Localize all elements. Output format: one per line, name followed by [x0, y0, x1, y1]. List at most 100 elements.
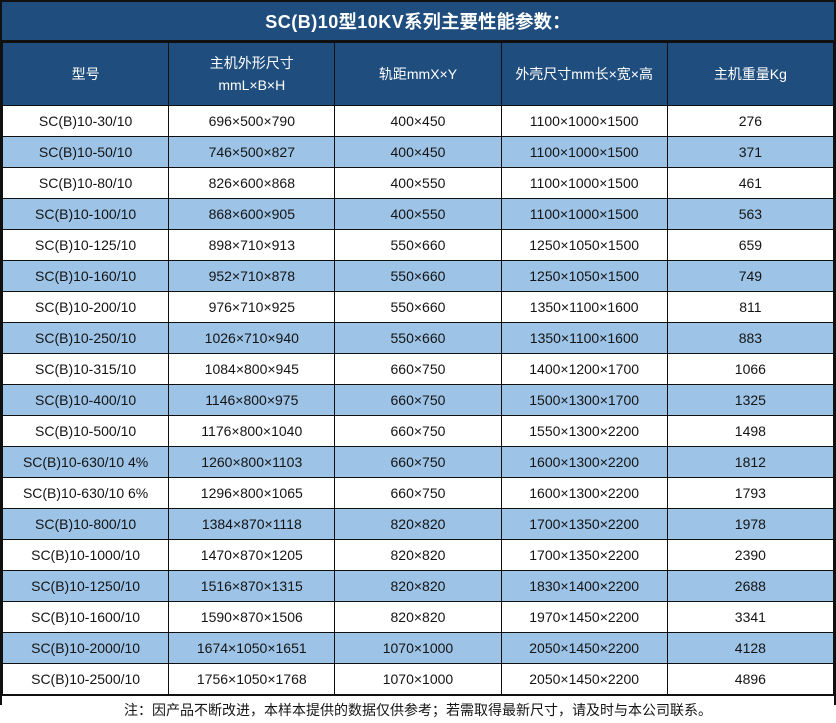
table-cell: 1700×1350×2200: [500, 508, 668, 540]
table-cell: 461: [666, 167, 835, 199]
table-cell: 1384×870×1118: [168, 508, 336, 540]
column-header: 外壳尺寸mm长×宽×高: [500, 42, 668, 106]
table-cell: 952×710×878: [168, 260, 336, 292]
table-cell: 1100×1000×1500: [500, 167, 668, 199]
table-cell: SC(B)10-160/10: [1, 260, 170, 292]
table-cell: SC(B)10-100/10: [1, 198, 170, 230]
table-cell: 1400×1200×1700: [500, 353, 668, 385]
table-cell: 1070×1000: [334, 632, 502, 664]
table-header: 型号 主机外形尺寸 mmL×B×H 轨距mmX×Y 外壳尺寸mm长×宽×高 主机重量Kg: [1, 42, 835, 106]
table-cell: 4128: [666, 632, 835, 664]
table-cell: SC(B)10-125/10: [1, 229, 170, 261]
table-row: SC(B)10-2000/10 1674×1050×1651 1070×1000 20…: [1, 632, 835, 664]
table-cell: SC(B)10-250/10: [1, 322, 170, 354]
table-row: SC(B)10-315/10 1084×800×945 660×750 1400×12…: [1, 353, 835, 385]
table-cell: 826×600×868: [168, 167, 336, 199]
table-cell: 400×450: [334, 105, 502, 137]
column-header: 型号: [1, 42, 170, 106]
table-cell: 1674×1050×1651: [168, 632, 336, 664]
table-cell: 550×660: [334, 291, 502, 323]
table-cell: SC(B)10-2000/10: [1, 632, 170, 664]
table-cell: 1756×1050×1768: [168, 663, 336, 695]
table-cell: 883: [666, 322, 835, 354]
table-cell: 749: [666, 260, 835, 292]
table-cell: 1250×1050×1500: [500, 260, 668, 292]
table-cell: 820×820: [334, 570, 502, 602]
table-cell: 660×750: [334, 446, 502, 478]
table-cell: 1026×710×940: [168, 322, 336, 354]
table-row: SC(B)10-630/10 4% 1260×800×1103 660×750 160…: [1, 446, 835, 478]
table-cell: 1084×800×945: [168, 353, 336, 385]
table-row: SC(B)10-100/10 868×600×905 400×550 1100×100…: [1, 198, 835, 230]
table-cell: 1176×800×1040: [168, 415, 336, 447]
table-cell: 1500×1300×1700: [500, 384, 668, 416]
table-cell: 550×660: [334, 229, 502, 261]
table-row: SC(B)10-50/10 746×500×827 400×450 1100×1000…: [1, 136, 835, 168]
table-cell: 550×660: [334, 260, 502, 292]
table-cell: 1590×870×1506: [168, 601, 336, 633]
table-cell: 1550×1300×2200: [500, 415, 668, 447]
table-cell: 1600×1300×2200: [500, 446, 668, 478]
table-cell: 1100×1000×1500: [500, 198, 668, 230]
table-row: SC(B)10-1600/10 1590×870×1506 820×820 1970×…: [1, 601, 835, 633]
table-cell: 660×750: [334, 477, 502, 509]
table-cell: SC(B)10-500/10: [1, 415, 170, 447]
table-cell: 660×750: [334, 415, 502, 447]
table-cell: 1498: [666, 415, 835, 447]
table-cell: 868×600×905: [168, 198, 336, 230]
table-body: SC(B)10-30/10 696×500×790 400×450 1100×1000…: [1, 105, 835, 695]
table-row: SC(B)10-630/10 6% 1296×800×1065 660×750 160…: [1, 477, 835, 509]
table-cell: 1970×1450×2200: [500, 601, 668, 633]
spec-table: 型号 主机外形尺寸 mmL×B×H 轨距mmX×Y 外壳尺寸mm长×宽×高 主机重量Kg…: [1, 42, 835, 695]
table-cell: 400×550: [334, 198, 502, 230]
table-cell: 820×820: [334, 508, 502, 540]
table-cell: 1100×1000×1500: [500, 136, 668, 168]
column-header: 轨距mmX×Y: [334, 42, 502, 106]
table-header-row: 型号 主机外形尺寸 mmL×B×H 轨距mmX×Y 外壳尺寸mm长×宽×高 主机重量Kg: [1, 42, 835, 106]
table-cell: 1146×800×975: [168, 384, 336, 416]
table-row: SC(B)10-400/10 1146×800×975 660×750 1500×13…: [1, 384, 835, 416]
table-cell: 659: [666, 229, 835, 261]
table-row: SC(B)10-250/10 1026×710×940 550×660 1350×11…: [1, 322, 835, 354]
table-cell: SC(B)10-630/10 4%: [1, 446, 170, 478]
table-row: SC(B)10-30/10 696×500×790 400×450 1100×1000…: [1, 105, 835, 137]
table-cell: 1070×1000: [334, 663, 502, 695]
table-cell: SC(B)10-315/10: [1, 353, 170, 385]
table-cell: SC(B)10-1250/10: [1, 570, 170, 602]
table-cell: 820×820: [334, 601, 502, 633]
table-cell: 1296×800×1065: [168, 477, 336, 509]
column-header: 主机外形尺寸 mmL×B×H: [168, 42, 336, 106]
column-header: 主机重量Kg: [666, 42, 835, 106]
table-cell: 1812: [666, 446, 835, 478]
table-cell: 1516×870×1315: [168, 570, 336, 602]
table-row: SC(B)10-1250/10 1516×870×1315 820×820 1830×…: [1, 570, 835, 602]
table-cell: SC(B)10-800/10: [1, 508, 170, 540]
table-cell: SC(B)10-80/10: [1, 167, 170, 199]
table-cell: 660×750: [334, 353, 502, 385]
footer-note: 注：因产品不断改进，本样本提供的数据仅供参考；若需取得最新尺寸，请及时与本公司联…: [2, 695, 834, 723]
table-cell: 820×820: [334, 539, 502, 571]
table-cell: 1066: [666, 353, 835, 385]
table-row: SC(B)10-800/10 1384×870×1118 820×820 1700×1…: [1, 508, 835, 540]
table-row: SC(B)10-1000/10 1470×870×1205 820×820 1700×…: [1, 539, 835, 571]
table-cell: 2688: [666, 570, 835, 602]
table-cell: 1700×1350×2200: [500, 539, 668, 571]
table-cell: 660×750: [334, 384, 502, 416]
table-cell: 550×660: [334, 322, 502, 354]
table-cell: SC(B)10-630/10 6%: [1, 477, 170, 509]
table-cell: 563: [666, 198, 835, 230]
table-row: SC(B)10-500/10 1176×800×1040 660×750 1550×1…: [1, 415, 835, 447]
table-row: SC(B)10-200/10 976×710×925 550×660 1350×110…: [1, 291, 835, 323]
table-cell: 2050×1450×2200: [500, 663, 668, 695]
table-cell: SC(B)10-50/10: [1, 136, 170, 168]
table-row: SC(B)10-125/10 898×710×913 550×660 1250×105…: [1, 229, 835, 261]
table-cell: 1793: [666, 477, 835, 509]
table-cell: 1350×1100×1600: [500, 291, 668, 323]
table-row: SC(B)10-160/10 952×710×878 550×660 1250×105…: [1, 260, 835, 292]
table-cell: 2390: [666, 539, 835, 571]
table-cell: 696×500×790: [168, 105, 336, 137]
table-cell: 1830×1400×2200: [500, 570, 668, 602]
table-cell: 746×500×827: [168, 136, 336, 168]
table-cell: 3341: [666, 601, 835, 633]
